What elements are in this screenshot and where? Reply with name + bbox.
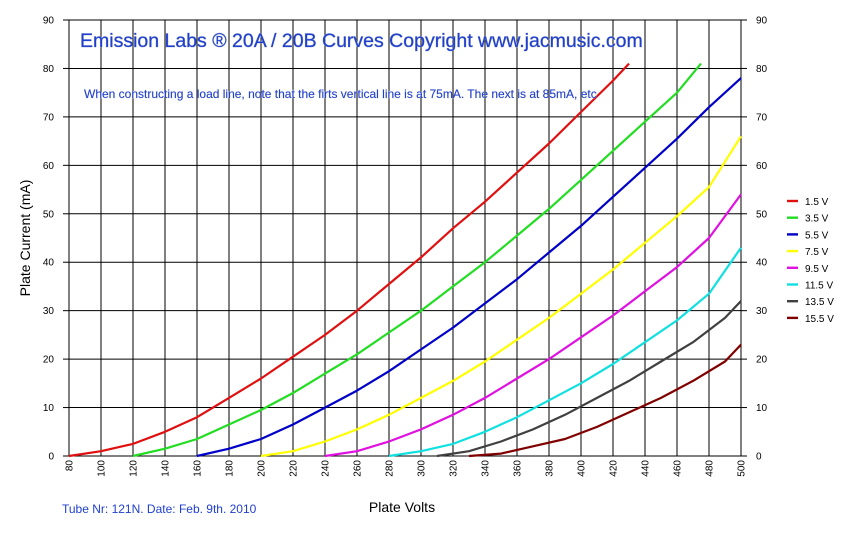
y-tick-label-right: 80 <box>756 64 768 75</box>
legend-entry: 3.5 V <box>805 214 829 225</box>
y-tick-label-right: 40 <box>756 258 768 269</box>
chart-note: When constructing a load line, note that… <box>84 87 597 101</box>
tick-labels: 80 100 120 140 160 180 200 220 240 260 280 300 320 34… <box>43 16 768 477</box>
grid-lines <box>63 19 747 457</box>
y-tick-label-left: 90 <box>43 16 55 27</box>
series-line <box>324 193 742 458</box>
y-tick-label-left: 30 <box>43 306 55 317</box>
y-tick-label-right: 60 <box>756 161 768 172</box>
x-tick-label: 340 <box>481 460 492 477</box>
x-tick-label: 460 <box>673 460 684 477</box>
x-tick-label: 280 <box>385 460 396 477</box>
legend-entry: 15.5 V <box>805 314 834 325</box>
legend-entry: 13.5 V <box>805 297 834 308</box>
curves <box>68 62 742 458</box>
y-axis-label: Plate Current (mA) <box>17 180 33 297</box>
x-tick-label: 220 <box>289 460 300 477</box>
y-tick-label-right: 30 <box>756 306 768 317</box>
legend-entry: 9.5 V <box>805 264 829 275</box>
x-tick-label: 360 <box>513 460 524 477</box>
x-tick-label: 180 <box>225 460 236 477</box>
legend-entry: 5.5 V <box>805 230 829 241</box>
x-tick-label: 380 <box>545 460 556 477</box>
series-line <box>260 135 742 458</box>
y-tick-label-left: 70 <box>43 112 55 123</box>
x-tick-label: 120 <box>129 460 140 477</box>
y-tick-label-left: 20 <box>43 355 55 366</box>
x-tick-label: 480 <box>705 460 716 477</box>
x-tick-label: 260 <box>353 460 364 477</box>
y-tick-label-left: 80 <box>43 64 55 75</box>
x-tick-label: 300 <box>417 460 428 477</box>
x-tick-label: 240 <box>321 460 332 477</box>
y-tick-label-right: 10 <box>756 403 768 414</box>
y-tick-label-right: 20 <box>756 355 768 366</box>
y-tick-label-left: 50 <box>43 209 55 220</box>
chart-title: Emission Labs ® 20A / 20B Curves Copyrig… <box>80 30 643 52</box>
series-line <box>68 62 630 458</box>
y-tick-label-right: 90 <box>756 16 768 27</box>
x-tick-label: 420 <box>609 460 620 477</box>
y-tick-label-left: 10 <box>43 403 55 414</box>
legend-entry: 11.5 V <box>805 281 833 292</box>
legend-entry: 1.5 V <box>805 197 829 208</box>
x-tick-label: 140 <box>161 460 172 477</box>
y-tick-label-left: 60 <box>43 161 55 172</box>
x-tick-label: 100 <box>97 460 108 477</box>
legend: 1.5 V 3.5 V 5.5 V 7.5 V 9.5 V 11.5 V 13.5 V 15.… <box>787 197 834 325</box>
y-tick-label-right: 70 <box>756 112 768 123</box>
y-tick-label-right: 0 <box>756 452 762 463</box>
x-tick-label: 320 <box>449 460 460 477</box>
series-line <box>468 343 742 458</box>
y-tick-label-left: 0 <box>48 452 54 463</box>
x-tick-label: 440 <box>641 460 652 477</box>
x-tick-label: 80 <box>65 460 76 472</box>
x-tick-label: 160 <box>193 460 204 477</box>
x-axis-label: Plate Volts <box>369 499 435 515</box>
series-line <box>196 77 742 458</box>
series-line <box>132 62 702 458</box>
y-tick-label-left: 40 <box>43 258 55 269</box>
legend-entry: 7.5 V <box>805 247 829 258</box>
x-tick-label: 500 <box>737 460 748 477</box>
y-tick-label-right: 50 <box>756 209 768 220</box>
x-tick-label: 200 <box>257 460 268 477</box>
footer-text: Tube Nr: 121N. Date: Feb. 9th. 2010 <box>62 502 257 516</box>
series-line <box>388 247 742 458</box>
series-line <box>436 300 742 458</box>
x-tick-label: 400 <box>577 460 588 477</box>
